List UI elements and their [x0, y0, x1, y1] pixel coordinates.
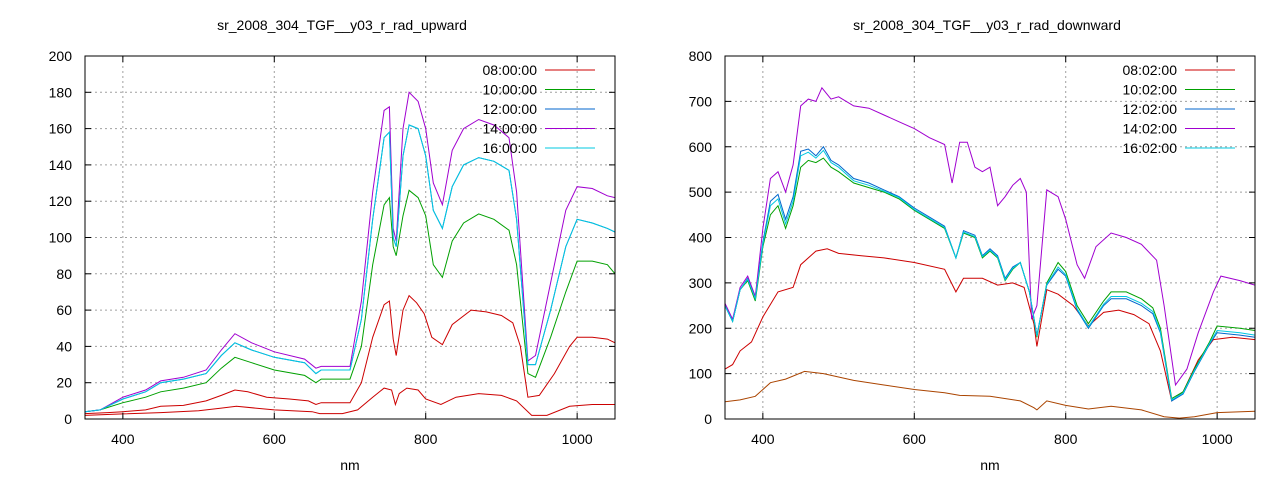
y-tick-label: 700 — [689, 93, 713, 109]
legend-label: 14:00:00 — [483, 121, 538, 137]
y-tick-label: 300 — [689, 275, 713, 291]
legend-label: 08:00:00 — [483, 62, 538, 78]
y-tick-label: 60 — [56, 302, 72, 318]
y-tick-label: 100 — [689, 366, 713, 382]
x-tick-label: 800 — [1054, 431, 1078, 447]
legend-label: 16:02:00 — [1123, 140, 1178, 156]
legend-label: 12:02:00 — [1123, 101, 1178, 117]
y-tick-label: 500 — [689, 184, 713, 200]
legend-label: 16:00:00 — [483, 140, 538, 156]
y-tick-label: 160 — [49, 121, 73, 137]
y-tick-label: 40 — [56, 338, 72, 354]
y-tick-label: 120 — [49, 193, 73, 209]
series-line-140200 — [725, 86, 1255, 387]
x-tick-label: 1000 — [1202, 431, 1233, 447]
x-tick-label: 1000 — [562, 431, 593, 447]
y-tick-label: 80 — [56, 266, 72, 282]
y-tick-label: 140 — [49, 157, 73, 173]
y-tick-label: 0 — [64, 411, 72, 427]
legend-label: 12:00:00 — [483, 101, 538, 117]
x-axis-label: nm — [340, 457, 359, 473]
series-line-unlabeled-1 — [85, 294, 615, 415]
x-tick-label: 400 — [751, 431, 775, 447]
legend-label: 10:00:00 — [483, 82, 538, 98]
y-tick-label: 100 — [49, 230, 73, 246]
chart-title: sr_2008_304_TGF__y03_r_rad_upward — [217, 17, 467, 33]
chart-title: sr_2008_304_TGF__y03_r_rad_downward — [853, 17, 1121, 33]
series-line-080000 — [85, 387, 615, 416]
x-tick-label: 600 — [263, 431, 287, 447]
legend-label: 14:02:00 — [1123, 121, 1178, 137]
x-axis-label: nm — [980, 457, 999, 473]
series-line-100000 — [85, 189, 615, 413]
y-tick-label: 400 — [689, 230, 713, 246]
x-tick-label: 400 — [111, 431, 135, 447]
series-line-120200 — [725, 145, 1255, 402]
series-line-160200 — [725, 149, 1255, 401]
y-tick-label: 20 — [56, 375, 72, 391]
y-tick-label: 600 — [689, 139, 713, 155]
y-tick-label: 180 — [49, 84, 73, 100]
y-tick-label: 800 — [689, 48, 713, 64]
y-tick-label: 200 — [49, 48, 73, 64]
legend-label: 08:02:00 — [1123, 62, 1178, 78]
y-tick-label: 200 — [689, 320, 713, 336]
x-tick-label: 800 — [414, 431, 438, 447]
series-line-100200 — [725, 157, 1255, 400]
series-line-160000 — [85, 124, 615, 413]
series-line-unlabeled-1 — [725, 370, 1255, 419]
series-line-080200 — [725, 248, 1255, 402]
legend-label: 10:02:00 — [1123, 82, 1178, 98]
y-tick-label: 0 — [704, 411, 712, 427]
x-tick-label: 600 — [903, 431, 927, 447]
